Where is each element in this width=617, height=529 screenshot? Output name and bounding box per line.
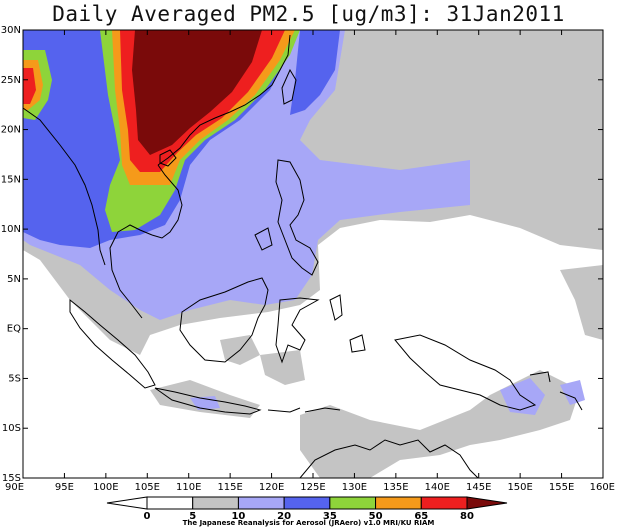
lat-label: 15S xyxy=(2,473,21,484)
credit-text: The Japanese Reanalysis for Aerosol (JRA… xyxy=(182,519,435,527)
lat-label: 25N xyxy=(1,75,21,86)
band-blue-taiwan xyxy=(290,30,340,115)
band-grey-10-20-east xyxy=(480,135,603,165)
lat-label: 15N xyxy=(1,174,21,185)
colorbar: 0 5 10 20 35 50 65 80 xyxy=(106,496,508,522)
colorbar-box xyxy=(146,496,194,510)
colorbar-box xyxy=(329,496,377,510)
lon-label: 110E xyxy=(176,482,201,493)
band-lightblue-png-east xyxy=(560,380,585,405)
lat-label: 30N xyxy=(1,25,21,36)
band-darkred xyxy=(132,30,262,155)
colorbar-box xyxy=(192,496,239,510)
coastlines xyxy=(23,34,583,478)
lat-label: 10N xyxy=(1,224,21,235)
band-grey-10-20-pacific xyxy=(560,265,603,340)
colorbar-level-label: 20 xyxy=(277,511,291,522)
map-title: Daily Averaged PM2.5 [ug/m3]: 31Jan2011 xyxy=(52,2,565,26)
lon-axis: 90E 95E 100E 105E 110E 115E 120E 125E 130E 135E 14… xyxy=(5,30,615,493)
colorbar-level-label: 35 xyxy=(323,511,337,522)
band-red-west xyxy=(23,68,36,104)
lon-label: 120E xyxy=(259,482,284,493)
colorbar-box xyxy=(283,496,331,510)
lon-label: 135E xyxy=(383,482,408,493)
colorbar-level-label: 0 xyxy=(144,511,151,522)
lat-label: 5S xyxy=(8,373,21,384)
lon-label: 155E xyxy=(549,482,574,493)
lat-label: 5N xyxy=(7,274,21,285)
lon-label: 130E xyxy=(342,482,367,493)
colorbar-level-label: 65 xyxy=(414,511,428,522)
lon-label: 150E xyxy=(507,482,532,493)
lon-label: 125E xyxy=(300,482,325,493)
lon-label: 140E xyxy=(425,482,450,493)
colorbar-box xyxy=(237,496,285,510)
colorbar-arrow-right xyxy=(466,496,508,510)
lon-label: 105E xyxy=(135,482,160,493)
lon-label: 115E xyxy=(217,482,242,493)
lat-axis: 30N 25N 20N 15N 10N 5N EQ 5S 10S 15S xyxy=(1,25,603,484)
lon-label: 95E xyxy=(55,482,74,493)
lat-label: EQ xyxy=(7,324,21,335)
lat-label: 10S xyxy=(2,423,21,434)
colorbar-level-label: 50 xyxy=(369,511,383,522)
lon-label: 160E xyxy=(590,482,615,493)
colorbar-level-label: 10 xyxy=(231,511,245,522)
lon-label: 90E xyxy=(5,482,24,493)
colorbar-level-label: 80 xyxy=(460,511,474,522)
colorbar-box xyxy=(375,496,422,510)
colorbar-arrow-left xyxy=(106,496,148,510)
concentration-field xyxy=(23,30,603,478)
band-grey-sulawesi xyxy=(260,350,305,385)
colorbar-box xyxy=(420,496,468,510)
lon-label: 100E xyxy=(93,482,118,493)
lon-label: 145E xyxy=(466,482,491,493)
lat-label: 20N xyxy=(1,125,21,136)
colorbar-level-label: 5 xyxy=(189,511,196,522)
